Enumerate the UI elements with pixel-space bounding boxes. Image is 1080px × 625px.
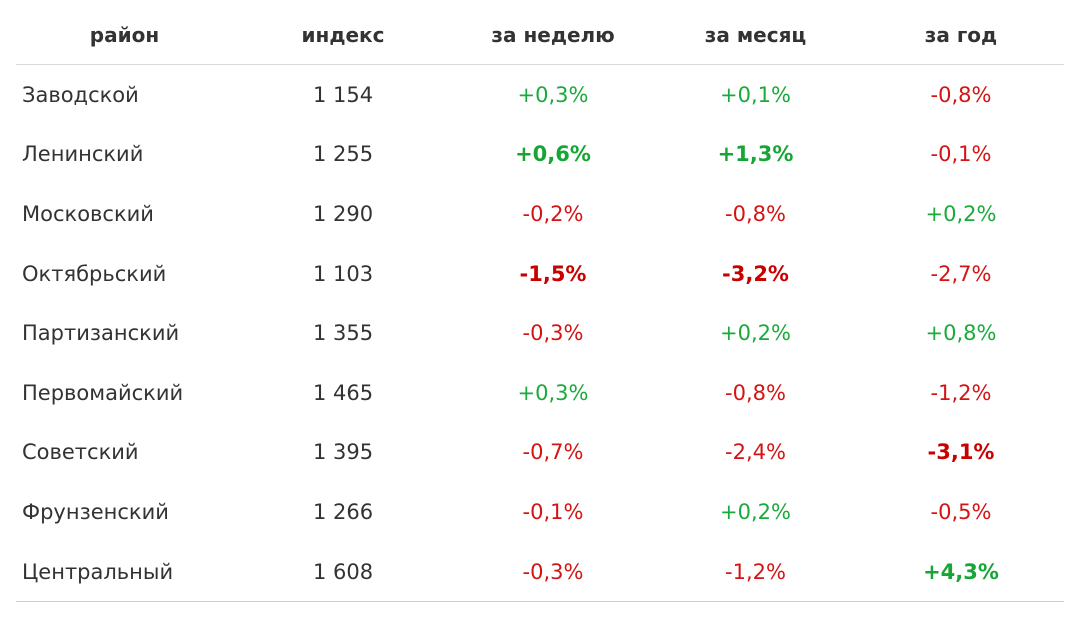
month-change-cell: -0,8% xyxy=(725,201,786,226)
district-name-cell: Партизанский xyxy=(22,321,180,346)
table-body: Заводской 1 154 +0,3% +0,1% -0,8% Ленинский 1 … xyxy=(16,65,1064,603)
index-value-cell: 1 103 xyxy=(312,261,374,286)
index-value-cell: 1 290 xyxy=(312,201,374,226)
district-name-cell: Московский xyxy=(22,201,154,226)
month-change-cell: +0,2% xyxy=(720,499,791,524)
table-row: Ленинский 1 255 +0,6% +1,3% -0,1% xyxy=(16,125,1064,185)
header-index: индекс xyxy=(233,5,453,65)
week-change-cell: -0,2% xyxy=(522,201,584,226)
year-change-cell: +0,2% xyxy=(925,201,997,226)
district-name-cell: Октябрьский xyxy=(22,261,167,286)
index-value-cell: 1 395 xyxy=(312,440,374,465)
table-row: Партизанский 1 355 -0,3% +0,2% +0,8% xyxy=(16,303,1064,363)
data-table: район индекс за неделю за месяц за год З… xyxy=(16,5,1064,603)
week-change-cell: +0,3% xyxy=(517,82,589,107)
header-month: за месяц xyxy=(653,5,858,65)
year-change-cell: -2,7% xyxy=(930,261,992,286)
week-change-cell: -0,7% xyxy=(522,440,584,465)
week-change-cell: +0,6% xyxy=(515,142,591,167)
year-change-cell: -0,5% xyxy=(930,499,992,524)
district-name-cell: Центральный xyxy=(16,541,233,603)
district-name-cell: Первомайский xyxy=(22,380,184,405)
table-header: район индекс за неделю за месяц за год xyxy=(16,5,1064,65)
table-row: Советский 1 395 -0,7% -2,4% -3,1% xyxy=(16,423,1064,483)
district-name-cell: Советский xyxy=(22,440,139,465)
district-name-cell: Заводской xyxy=(22,82,139,107)
week-change-cell: -0,1% xyxy=(522,499,584,524)
header-row: район индекс за неделю за месяц за год xyxy=(16,5,1064,65)
district-index-table: район индекс за неделю за месяц за год З… xyxy=(16,5,1064,603)
index-value-cell: 1 608 xyxy=(233,541,453,603)
year-change-cell: -0,8% xyxy=(930,82,992,107)
table-row: Первомайский 1 465 +0,3% -0,8% -1,2% xyxy=(16,363,1064,423)
index-value-cell: 1 154 xyxy=(312,82,374,107)
table-row: Московский 1 290 -0,2% -0,8% +0,2% xyxy=(16,184,1064,244)
index-value-cell: 1 255 xyxy=(312,142,374,167)
district-name-cell: Ленинский xyxy=(22,142,144,167)
month-change-cell: -1,2% xyxy=(653,541,858,603)
month-change-cell: -0,8% xyxy=(725,380,786,405)
month-change-cell: -3,2% xyxy=(722,261,789,286)
week-change-cell: -0,3% xyxy=(522,321,584,346)
week-change-cell: +0,3% xyxy=(517,380,589,405)
table-row: Фрунзенский 1 266 -0,1% +0,2% -0,5% xyxy=(16,482,1064,542)
year-change-cell: +4,3% xyxy=(858,541,1064,603)
header-district: район xyxy=(16,5,233,65)
header-year: за год xyxy=(858,5,1064,65)
year-change-cell: -1,2% xyxy=(930,380,992,405)
table-row: Октябрьский 1 103 -1,5% -3,2% -2,7% xyxy=(16,244,1064,304)
year-change-cell: +0,8% xyxy=(925,321,997,346)
index-value-cell: 1 355 xyxy=(312,321,374,346)
header-week: за неделю xyxy=(453,5,653,65)
month-change-cell: +1,3% xyxy=(717,142,794,167)
year-change-cell: -3,1% xyxy=(927,440,995,465)
month-change-cell: +0,2% xyxy=(720,321,791,346)
year-change-cell: -0,1% xyxy=(930,142,992,167)
month-change-cell: -2,4% xyxy=(725,440,786,465)
index-value-cell: 1 266 xyxy=(312,499,374,524)
district-name-cell: Фрунзенский xyxy=(22,499,169,524)
index-value-cell: 1 465 xyxy=(312,380,374,405)
month-change-cell: +0,1% xyxy=(720,82,791,107)
week-change-cell: -1,5% xyxy=(519,261,587,286)
week-change-cell: -0,3% xyxy=(453,541,653,603)
table-row: Центральный 1 608 -0,3% -1,2% +4,3% xyxy=(16,541,1064,603)
table-row: Заводской 1 154 +0,3% +0,1% -0,8% xyxy=(16,65,1064,125)
